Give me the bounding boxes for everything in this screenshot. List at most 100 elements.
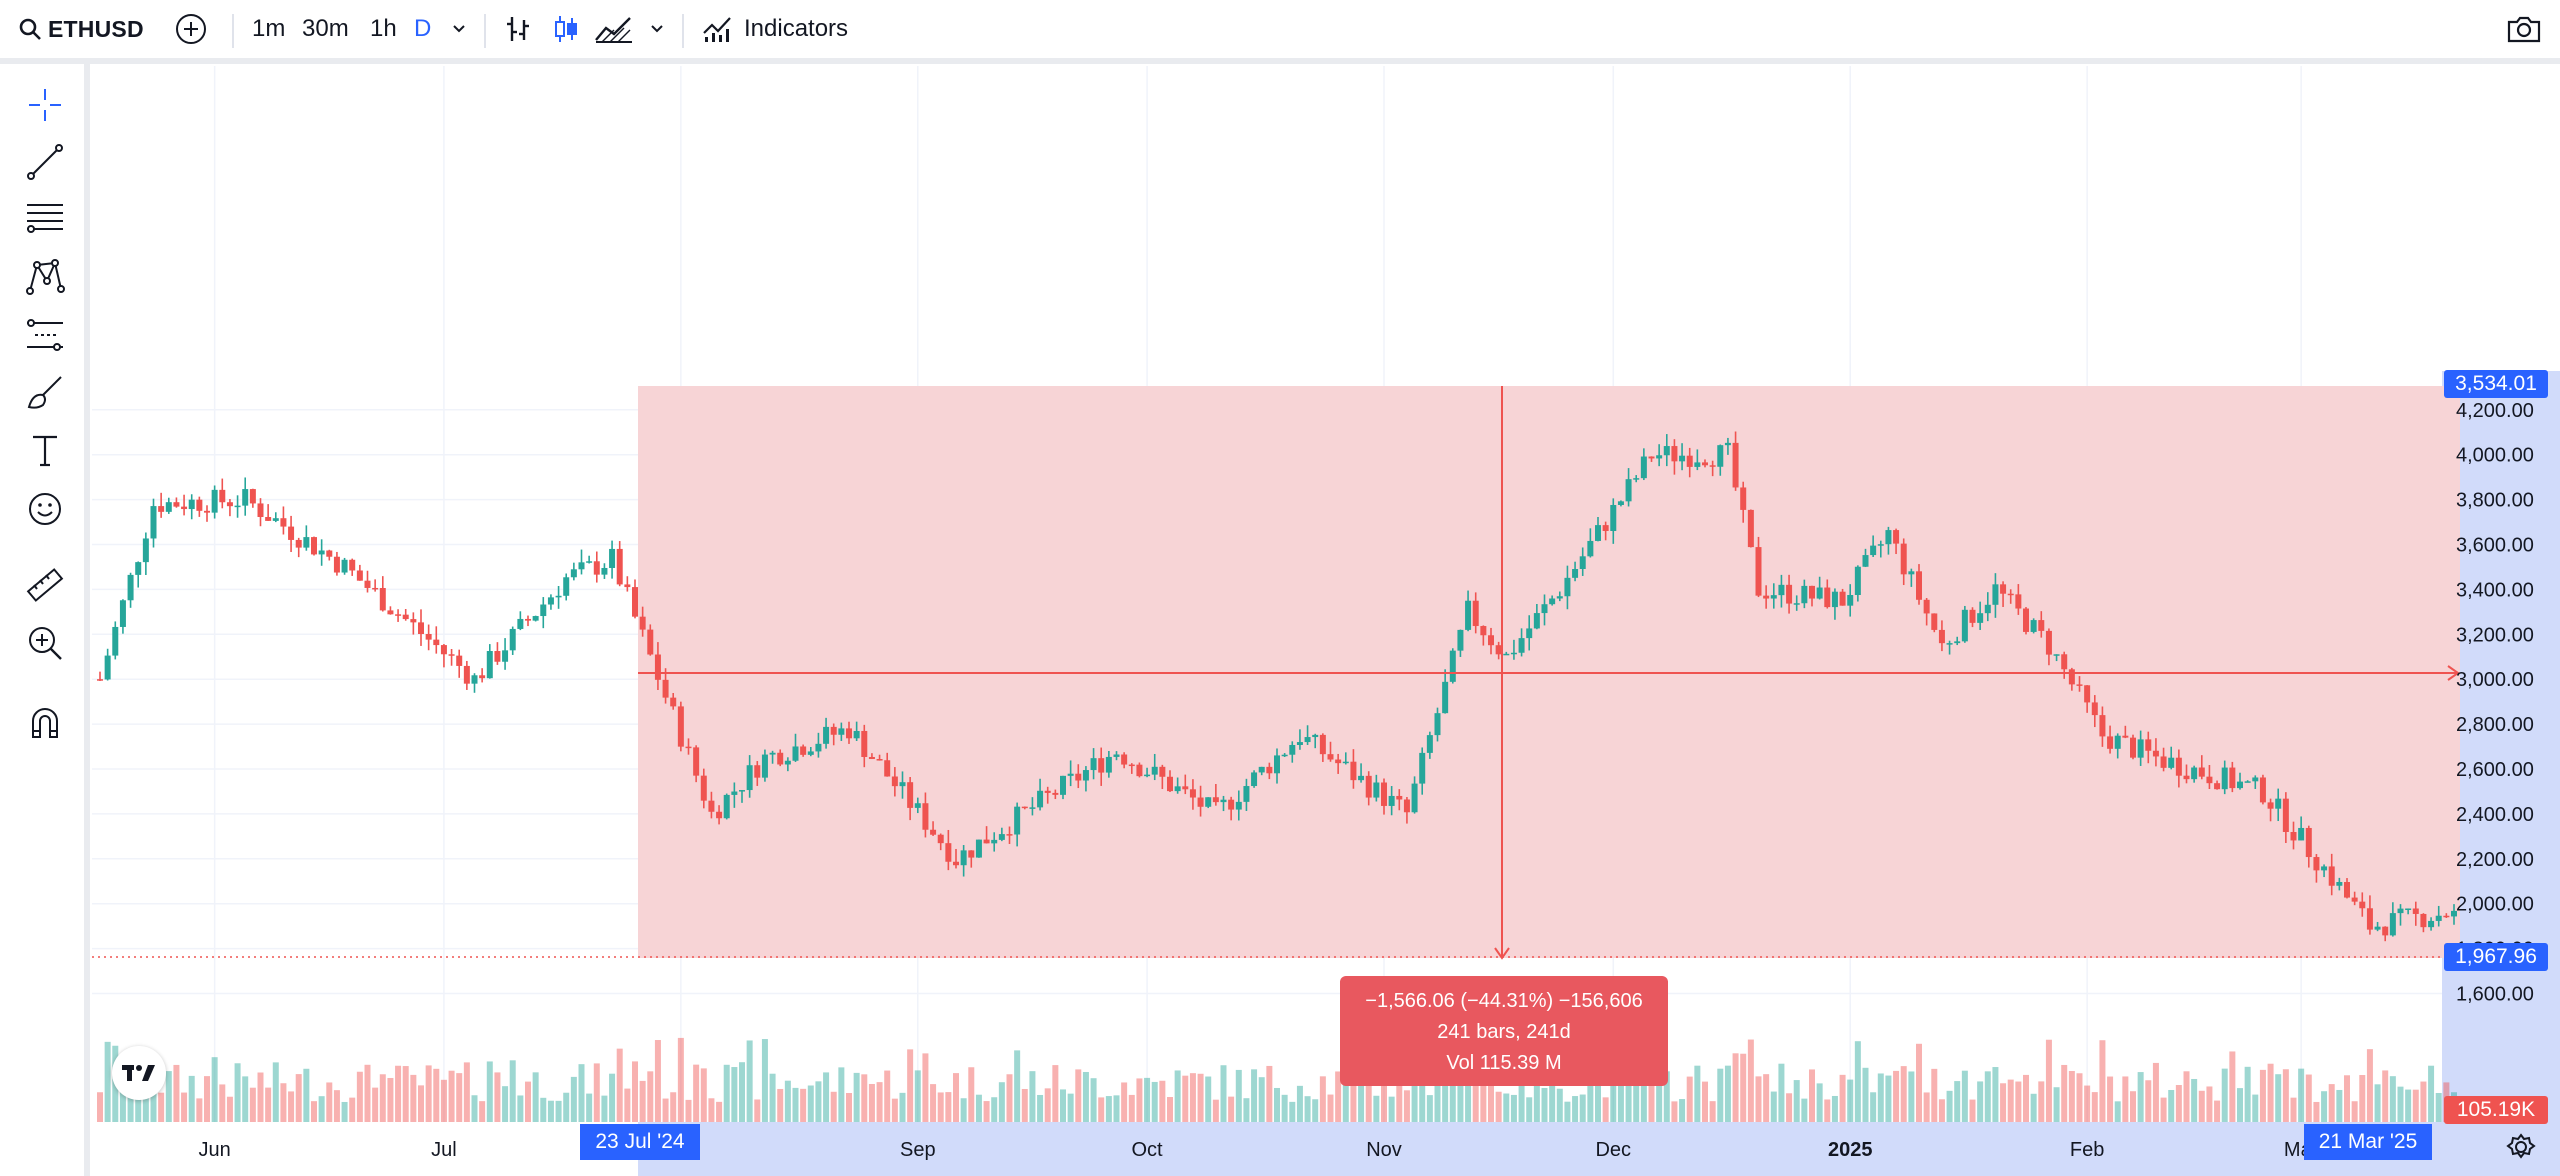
measure-arrow-down bbox=[1494, 947, 1510, 960]
volume-bar bbox=[440, 1079, 447, 1122]
candle-body bbox=[288, 526, 295, 540]
price-chart[interactable]: 4,200.00 4,000.00 3,800.00 3,600.00 3,400.00… bbox=[92, 66, 2560, 1176]
candle-body bbox=[2076, 684, 2083, 686]
chart-pane[interactable]: 4,200.00 4,000.00 3,800.00 3,600.00 3,400.00… bbox=[92, 66, 2560, 1176]
candle-body bbox=[226, 502, 233, 507]
volume-bar bbox=[2168, 1089, 2175, 1122]
chart-settings-button[interactable] bbox=[2506, 1132, 2536, 1167]
volume-bar bbox=[1549, 1067, 1556, 1122]
zoom-in-tool[interactable] bbox=[24, 622, 66, 664]
volume-bar bbox=[364, 1064, 371, 1122]
pattern-tool[interactable] bbox=[24, 256, 66, 298]
emoji-tool[interactable] bbox=[24, 488, 66, 530]
candle-body bbox=[807, 751, 814, 755]
candle-body bbox=[547, 597, 554, 605]
candle-body bbox=[1663, 446, 1670, 456]
measure-tool[interactable] bbox=[24, 564, 66, 606]
volume-bar bbox=[1144, 1077, 1151, 1122]
volume-bar bbox=[1243, 1098, 1250, 1122]
tradingview-logo[interactable] bbox=[112, 1046, 166, 1100]
volume-bar bbox=[1938, 1099, 1945, 1122]
volume-bar bbox=[2061, 1064, 2068, 1122]
chart-style-dropdown-button[interactable] bbox=[648, 0, 666, 58]
interval-1m-button[interactable]: 1m bbox=[252, 15, 286, 42]
candle-body bbox=[1778, 584, 1785, 596]
candle-body bbox=[1854, 566, 1861, 596]
candle-body bbox=[249, 489, 256, 504]
trend-line-tool[interactable] bbox=[24, 141, 66, 183]
interval-dropdown-button[interactable] bbox=[450, 0, 468, 58]
candle-body bbox=[2244, 781, 2251, 783]
volume-bar bbox=[968, 1067, 975, 1122]
candle-body bbox=[1625, 479, 1632, 502]
candle-body bbox=[1128, 764, 1135, 767]
volume-bar bbox=[1923, 1092, 1930, 1122]
compare-symbol-button[interactable] bbox=[174, 0, 208, 58]
candle-body bbox=[2152, 750, 2159, 757]
volume-bar bbox=[2237, 1088, 2243, 1122]
indicators-button[interactable]: Indicators bbox=[702, 0, 848, 58]
candle-body bbox=[800, 746, 807, 755]
candle-body bbox=[242, 489, 249, 506]
volume-bar bbox=[1885, 1075, 1892, 1122]
volume-bar bbox=[2382, 1070, 2389, 1122]
volume-bar bbox=[1021, 1088, 1028, 1122]
volume-bar bbox=[899, 1092, 906, 1122]
volume-bar bbox=[1060, 1089, 1066, 1122]
candle-body bbox=[975, 839, 982, 858]
interval-1h-button[interactable]: 1h bbox=[370, 15, 397, 42]
volume-bar bbox=[165, 1071, 172, 1122]
candle-body bbox=[1977, 613, 1984, 623]
candle-body bbox=[486, 651, 493, 679]
candle-body bbox=[2275, 798, 2282, 809]
volume-bar bbox=[211, 1057, 218, 1122]
candle-body bbox=[815, 743, 822, 752]
volume-bar bbox=[2252, 1094, 2259, 1122]
candle-body bbox=[983, 839, 990, 844]
volume-bar bbox=[2084, 1085, 2091, 1122]
chevron-down-icon bbox=[453, 25, 465, 33]
candle-body bbox=[1113, 754, 1120, 757]
bar-style-button[interactable] bbox=[504, 0, 532, 58]
candle-body bbox=[356, 570, 363, 581]
volume-bar bbox=[868, 1083, 875, 1122]
candle-body bbox=[142, 538, 149, 563]
volume-bar bbox=[1304, 1096, 1311, 1122]
snapshot-button[interactable] bbox=[2506, 0, 2542, 58]
forecast-tool[interactable] bbox=[24, 314, 66, 356]
candle-body bbox=[494, 651, 501, 662]
text-tool[interactable] bbox=[24, 430, 66, 472]
candle-body bbox=[1472, 600, 1479, 627]
candle-body bbox=[555, 595, 562, 598]
interval-30m-button[interactable]: 30m bbox=[302, 15, 349, 42]
volume-bar bbox=[1724, 1065, 1731, 1122]
candle-body bbox=[1212, 797, 1219, 803]
candle-body bbox=[1327, 754, 1334, 760]
magnet-tool[interactable] bbox=[24, 702, 66, 744]
area-style-button[interactable] bbox=[594, 0, 634, 58]
volume-bar bbox=[1388, 1096, 1395, 1122]
candle-body bbox=[1266, 766, 1273, 774]
volume-bar bbox=[2328, 1084, 2335, 1122]
interval-d-button[interactable]: D bbox=[414, 15, 432, 42]
drawing-toolbar bbox=[0, 64, 90, 1176]
symbol-search-button[interactable]: ETHUSD bbox=[18, 0, 144, 58]
volume-bar bbox=[196, 1098, 203, 1122]
candle-body bbox=[1862, 555, 1869, 567]
brush-tool[interactable] bbox=[24, 372, 66, 414]
candle-body bbox=[1167, 776, 1173, 792]
candle-body bbox=[364, 580, 371, 588]
candle-body bbox=[884, 760, 891, 777]
fib-lines-tool[interactable] bbox=[24, 198, 66, 240]
candle-style-button[interactable] bbox=[552, 0, 580, 58]
volume-bar bbox=[838, 1067, 845, 1122]
candle-body bbox=[685, 746, 692, 749]
candle-body bbox=[349, 559, 356, 571]
candle-body bbox=[1098, 758, 1105, 773]
candle-body bbox=[234, 505, 241, 508]
candle-body bbox=[2344, 882, 2350, 898]
crosshair-tool[interactable] bbox=[24, 84, 66, 126]
volume-bar bbox=[1373, 1095, 1380, 1122]
candle-body bbox=[654, 654, 661, 680]
time-axis-label: Oct bbox=[1132, 1139, 1164, 1161]
